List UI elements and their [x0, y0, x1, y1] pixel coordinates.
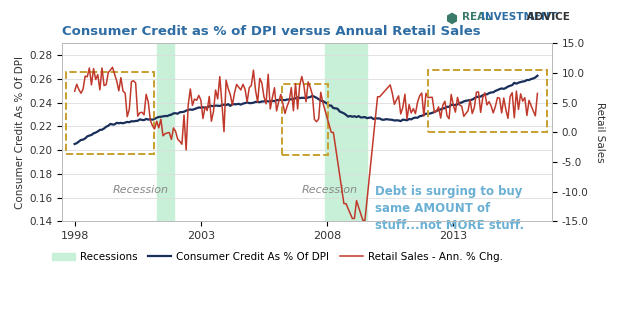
Bar: [66, 72, 154, 154]
Text: ⬢: ⬢: [446, 12, 459, 26]
Text: ADVICE: ADVICE: [523, 12, 570, 22]
Bar: [281, 84, 329, 155]
Text: Recession: Recession: [112, 185, 168, 195]
Y-axis label: Retail Sales: Retail Sales: [595, 102, 605, 163]
Text: Consumer Credit as % of DPI versus Annual Retail Sales: Consumer Credit as % of DPI versus Annua…: [62, 25, 480, 38]
Text: INVESTMENT: INVESTMENT: [480, 12, 557, 22]
Bar: [157, 43, 174, 221]
Text: REAL: REAL: [462, 12, 495, 22]
Legend: Recessions, Consumer Credit As % Of DPI, Retail Sales - Ann. % Chg.: Recessions, Consumer Credit As % Of DPI,…: [48, 248, 507, 266]
Text: Recession: Recession: [301, 185, 358, 195]
Bar: [428, 70, 547, 133]
Text: Debt is surging to buy
same AMOUNT of
stuff...not MORE stuff.: Debt is surging to buy same AMOUNT of st…: [375, 184, 524, 232]
Bar: [325, 43, 367, 221]
Y-axis label: Consumer Credit As % Of DPI: Consumer Credit As % Of DPI: [15, 56, 25, 209]
